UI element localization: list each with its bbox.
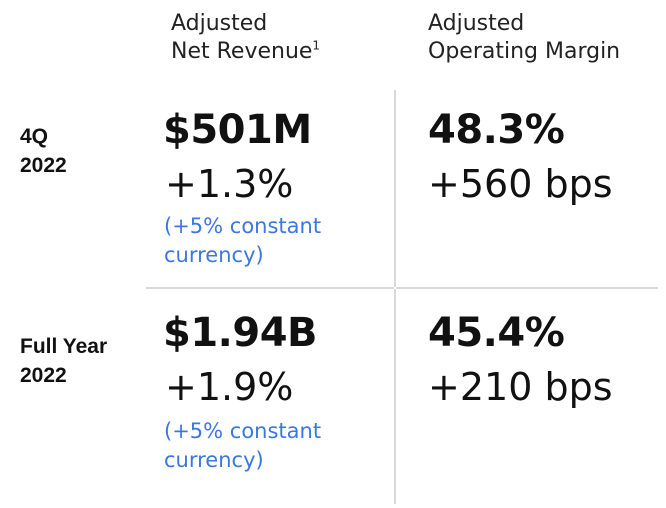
row-label-line: 2022 bbox=[20, 154, 67, 177]
q4-revenue-value: $501M bbox=[163, 107, 312, 153]
q4-revenue-constant-currency: (+5% constant currency) bbox=[164, 212, 364, 270]
row-label-4q-2022: 4Q 2022 bbox=[20, 122, 67, 180]
column-divider bbox=[394, 90, 396, 287]
footnote-marker: 1 bbox=[312, 38, 321, 53]
full-year-revenue-value: $1.94B bbox=[163, 310, 318, 356]
row-divider bbox=[396, 287, 658, 289]
row-label-line: Full Year bbox=[20, 335, 108, 358]
full-year-revenue-constant-currency: (+5% constant currency) bbox=[164, 417, 364, 475]
constant-currency-line: (+5% constant bbox=[164, 214, 322, 238]
header-text: Net Revenue bbox=[171, 39, 313, 64]
full-year-margin-change: +210 bps bbox=[428, 365, 613, 409]
full-year-revenue-change: +1.9% bbox=[165, 365, 294, 409]
full-year-margin-value: 45.4% bbox=[428, 310, 565, 356]
constant-currency-line: currency) bbox=[164, 243, 264, 267]
adjusted-operating-margin-header: Adjusted Operating Margin bbox=[428, 10, 620, 66]
constant-currency-line: currency) bbox=[164, 448, 264, 472]
q4-margin-change: +560 bps bbox=[428, 162, 613, 206]
header-line: Adjusted bbox=[428, 11, 525, 36]
q4-margin-value: 48.3% bbox=[428, 107, 565, 153]
header-line: Net Revenue1 bbox=[171, 38, 320, 66]
row-label-line: 2022 bbox=[20, 364, 67, 387]
header-line: Operating Margin bbox=[428, 39, 621, 64]
column-divider bbox=[394, 289, 396, 504]
row-label-line: 4Q bbox=[20, 125, 49, 148]
q4-revenue-change: +1.3% bbox=[165, 162, 294, 206]
row-divider bbox=[146, 287, 394, 289]
header-line: Adjusted bbox=[171, 11, 268, 36]
adjusted-net-revenue-header: Adjusted Net Revenue1 bbox=[171, 10, 320, 66]
constant-currency-line: (+5% constant bbox=[164, 419, 322, 443]
row-label-full-year-2022: Full Year 2022 bbox=[20, 332, 107, 390]
